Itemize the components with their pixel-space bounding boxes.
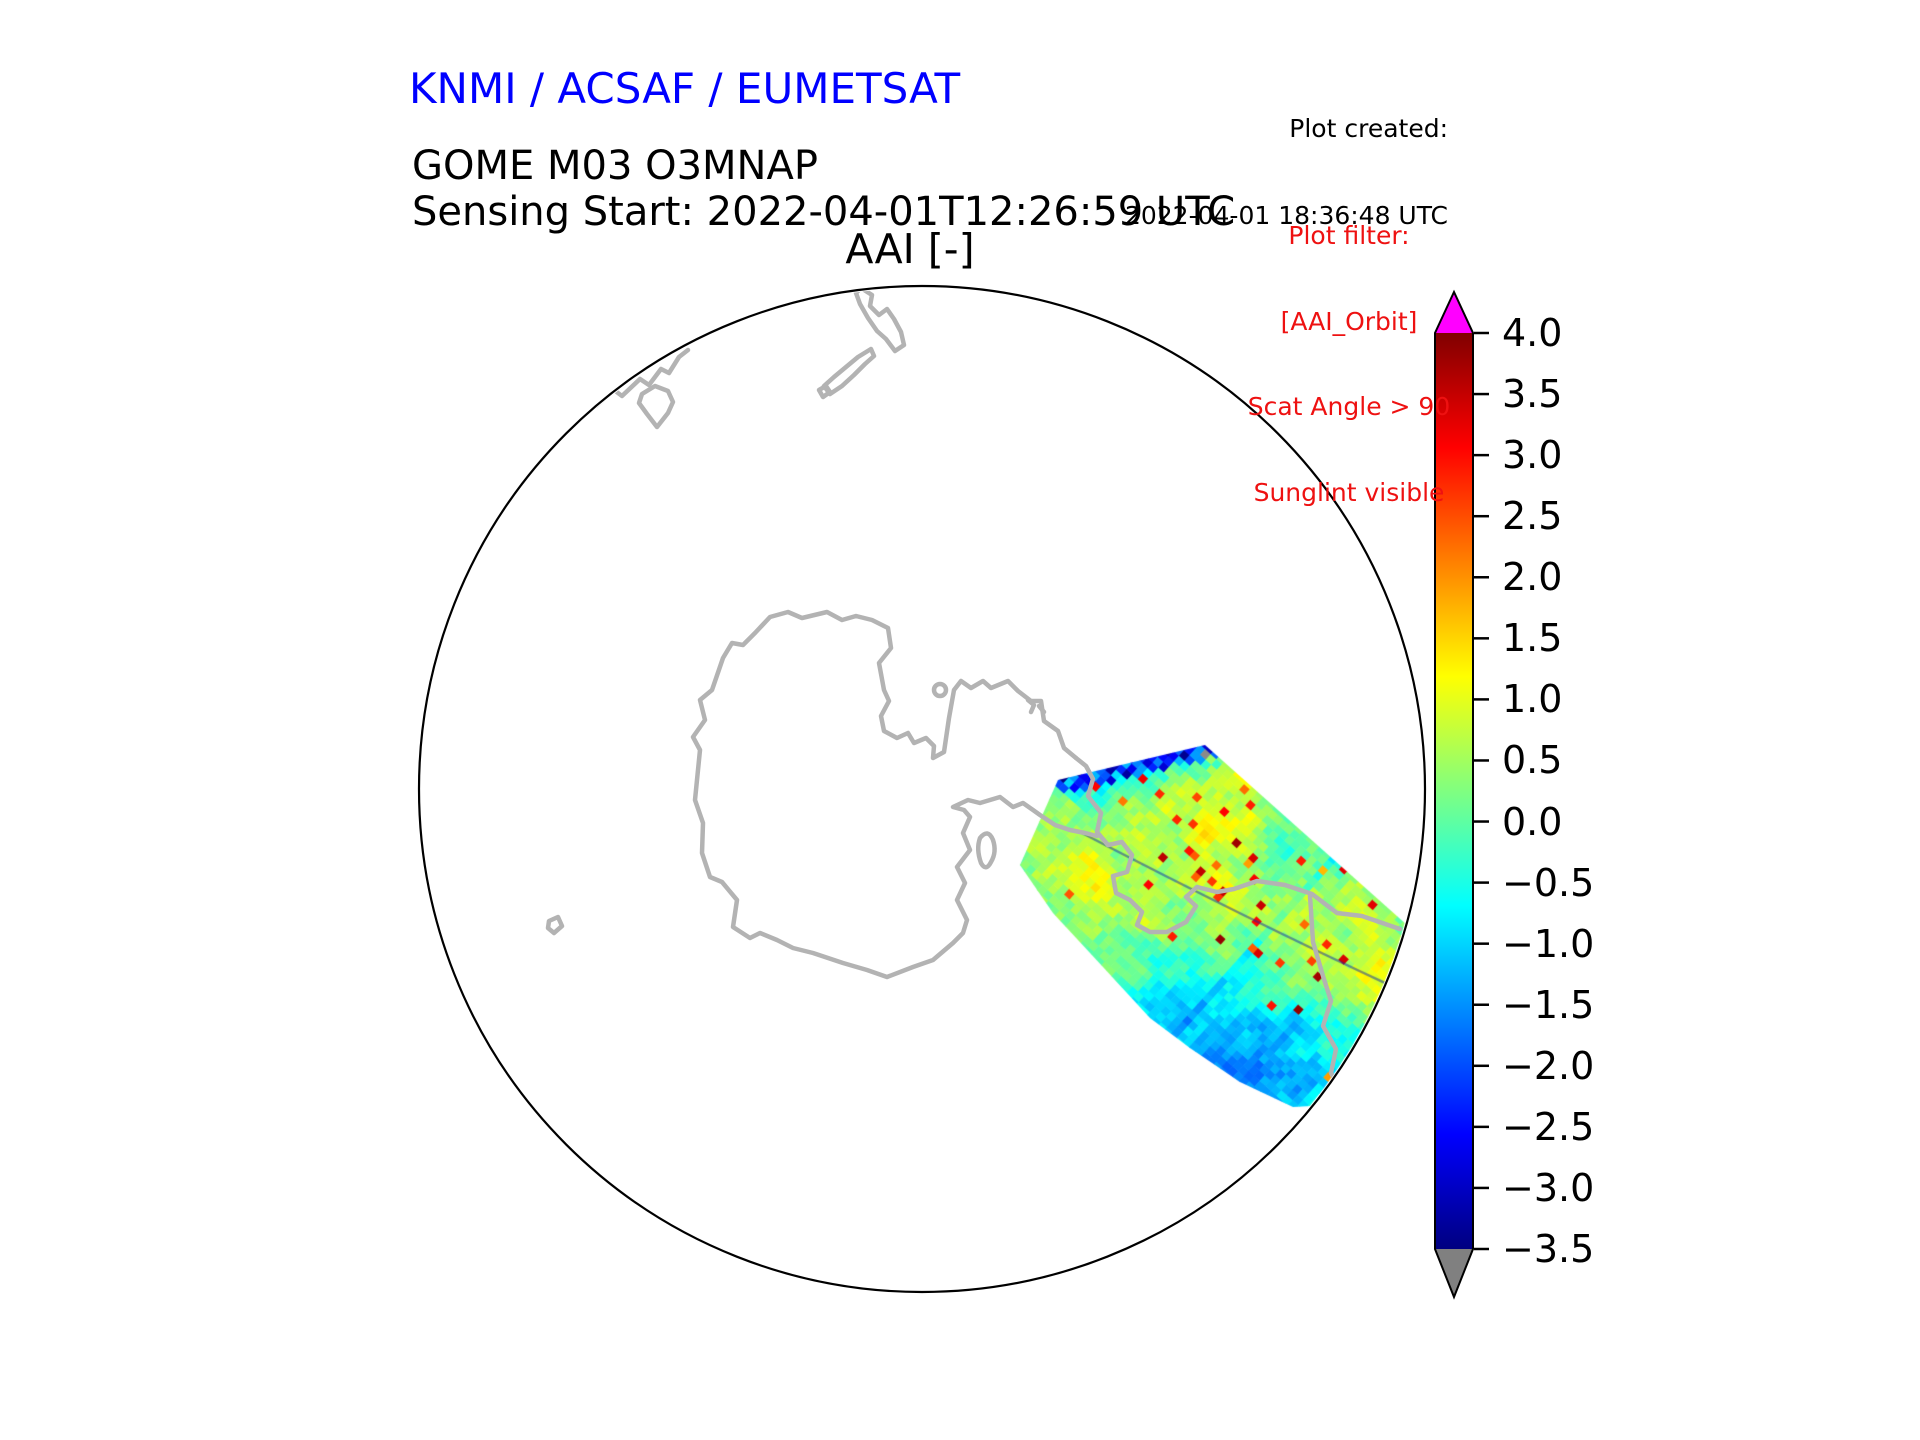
colorbar-tick-label: 3.5 (1502, 372, 1563, 417)
colorbar-over-arrow (1435, 292, 1473, 333)
plot-created-time: 2022-04-01 18:36:48 UTC (1124, 201, 1448, 230)
colorbar-outline (1434, 289, 1474, 1300)
colorbar-tick-label: 0.0 (1502, 799, 1563, 844)
plot-filter-block: Plot filter: [AAI_Orbit] Scat Angle > 90… (1149, 165, 1549, 564)
colorbar-tick-label: 1.5 (1502, 616, 1563, 661)
colorbar (1434, 289, 1489, 1300)
colorbar-tick-label: 2.0 (1502, 555, 1563, 600)
filter-line: Plot filter: (1288, 221, 1410, 250)
coastline-antarctica-peninsula-branch (1307, 893, 1344, 1115)
colorbar-tick-label: 4.0 (1502, 311, 1563, 355)
map-boundary-circle (417, 284, 1427, 1294)
coastline-ross-bay-island (976, 831, 997, 870)
coastline-new-zealand-stewart (816, 383, 833, 400)
coastline-antarctica-victoria-east (1073, 755, 1403, 935)
colorbar-tick-label: −1.5 (1502, 982, 1595, 1027)
institution-title: KNMI / ACSAF / EUMETSAT (409, 64, 961, 113)
sensing-start: Sensing Start: 2022-04-01T12:26:59 UTC (412, 189, 1236, 235)
coastline-new-zealand-south (821, 346, 877, 397)
colorbar-tick-label: −2.0 (1502, 1043, 1595, 1088)
coastline-new-zealand-north (853, 288, 907, 354)
colorbar-tick-label: −2.5 (1502, 1104, 1595, 1149)
coastline-coastal-island-ring (931, 681, 949, 699)
colorbar-tick-label: 3.0 (1502, 433, 1563, 478)
coastline-tasmania (636, 383, 676, 430)
colorbar-tick-label: 1.0 (1502, 677, 1563, 722)
colorbar-tick-labels: 4.0 3.5 3.0 2.5 2.0 1.5 1.0 0.5 0.0 −0.5… (1502, 313, 1594, 1269)
product-name: GOME M03 O3MNAP (412, 143, 818, 189)
coastlines-group (545, 288, 1403, 1115)
colorbar-tick-label: −3.0 (1502, 1165, 1595, 1210)
colorbar-tick-label: 2.5 (1502, 494, 1563, 539)
plot-created-label: Plot created: (1289, 114, 1448, 143)
colorbar-tick-label: 0.5 (1502, 738, 1563, 783)
filter-line: Sunglint visible (1253, 477, 1445, 507)
colorbar-under-arrow (1435, 1249, 1473, 1297)
plot-title: AAI [-] (845, 225, 975, 273)
plot-created-block: Plot created: 2022-04-01 18:36:48 UTC (1125, 56, 1448, 288)
filter-line: [AAI_Orbit] (1280, 306, 1418, 336)
colorbar-tick-label: −1.0 (1502, 921, 1595, 966)
coastline-antarctica-main (690, 609, 1100, 980)
colorbar-gradient (1435, 333, 1473, 1249)
coastline-subantarctic-island (545, 914, 565, 936)
colorbar-tick-label: −0.5 (1502, 860, 1595, 905)
filter-line: Scat Angle > 90 (1247, 392, 1451, 421)
coastline-australia-south-coast (593, 347, 691, 409)
colorbar-ticks (1474, 331, 1489, 1251)
colorbar-tick-label: −3.5 (1502, 1226, 1595, 1271)
coastline-coastal-islets (1025, 697, 1047, 715)
